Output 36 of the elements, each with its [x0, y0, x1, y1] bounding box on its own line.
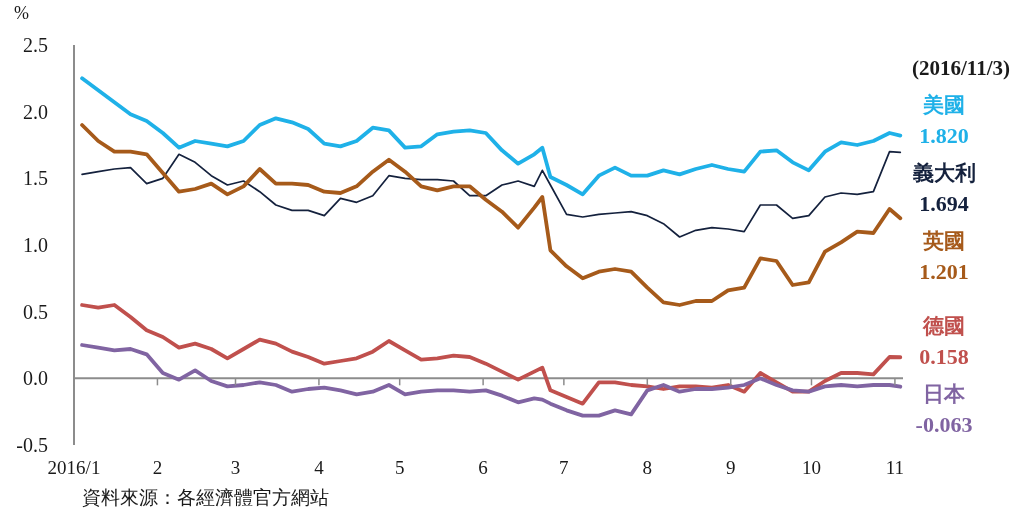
series-label: 英國 [922, 227, 966, 255]
y-tick-label: 2.0 [23, 100, 48, 123]
x-tick-label: 3 [230, 457, 241, 478]
series-label: 德國 [921, 313, 966, 341]
line-series [80, 76, 903, 197]
y-tick-label: 2.5 [23, 34, 48, 57]
y-tick-label: 1.0 [23, 234, 48, 257]
x-tick-label: 2016/1 [47, 457, 101, 478]
y-tick-label: -0.5 [16, 434, 48, 457]
y-tick-label: 0.5 [23, 300, 48, 323]
series-label: 義大利 [911, 159, 977, 187]
line-series [80, 123, 903, 307]
y-tick-label: 0.0 [23, 367, 48, 390]
x-tick-label: 10 [801, 457, 821, 478]
data-label: 0.158 [918, 343, 970, 372]
x-tick-label: 9 [725, 457, 736, 478]
data-label: 1.201 [918, 257, 970, 286]
x-tick-label: 5 [394, 457, 405, 478]
text: (2016/11/3) [912, 56, 1010, 80]
x-tick-label: 8 [642, 457, 653, 478]
series-label: 美國 [922, 91, 966, 119]
x-tick-label: 4 [314, 457, 325, 478]
line-series [80, 303, 903, 406]
x-tick-label: 2 [152, 457, 163, 478]
data-label: -0.063 [914, 411, 974, 440]
source-note: 資料來源：各經濟體官方網站 [82, 486, 329, 510]
line-series [80, 343, 903, 418]
y-axis-title: % [14, 3, 29, 23]
x-tick-label: 7 [559, 457, 569, 478]
y-tick-label: 1.5 [23, 167, 48, 190]
series-label: 日本 [922, 381, 966, 409]
data-label: 1.694 [918, 189, 970, 218]
x-tick-label: 11 [885, 457, 905, 478]
data-label: 1.820 [918, 121, 970, 150]
x-tick-label: 6 [478, 457, 488, 478]
line-series [81, 150, 902, 238]
